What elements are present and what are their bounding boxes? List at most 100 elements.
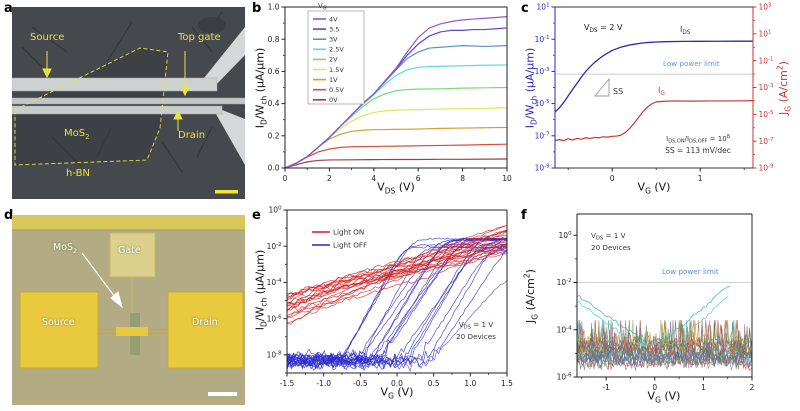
svg-text:-1.0: -1.0 — [316, 379, 331, 388]
source-arrow-icon — [42, 51, 52, 79]
svg-text:20 Devices: 20 Devices — [591, 243, 631, 252]
gate-pad — [109, 232, 156, 278]
svg-text:10-5: 10-5 — [535, 99, 550, 108]
f-y-axis-label: JG (A/cm2) — [522, 269, 540, 323]
c-x-axis-label: VG (V) — [637, 180, 671, 196]
svg-text:0: 0 — [610, 174, 615, 183]
svg-text:IDS,ON/IDS,OFF = 108: IDS,ON/IDS,OFF = 108 — [666, 134, 730, 144]
scale-bar — [208, 392, 237, 396]
panel-letter-d: d — [4, 208, 14, 223]
drain-label: Drain — [178, 130, 206, 141]
top-gate-electrode — [12, 97, 245, 105]
svg-text:-0.5: -0.5 — [353, 379, 368, 388]
svg-text:2: 2 — [750, 383, 755, 392]
channel-contact — [116, 327, 148, 336]
scale-bar — [215, 190, 238, 194]
mos2-d-label: MoS2 — [53, 242, 78, 255]
svg-text:SS = 113 mV/dec: SS = 113 mV/dec — [665, 146, 731, 155]
drain-pad — [167, 291, 244, 369]
svg-text:0.5V: 0.5V — [329, 86, 344, 94]
mos2-label: MoS2 — [64, 128, 90, 141]
e-y-axis-label: ID/Wch (μA/μm) — [253, 249, 269, 331]
mos2-outline — [14, 47, 169, 166]
panel-letter-a: a — [4, 1, 13, 16]
svg-text:10-3: 10-3 — [535, 67, 550, 76]
svg-text:10-3: 10-3 — [759, 83, 774, 92]
svg-text:10-7: 10-7 — [535, 131, 550, 140]
svg-text:Low power limit: Low power limit — [663, 59, 720, 68]
f-x-axis-label: VG (V) — [647, 389, 681, 405]
svg-text:101: 101 — [759, 29, 772, 38]
svg-text:0.0: 0.0 — [268, 164, 280, 173]
svg-text:VG: VG — [318, 2, 327, 12]
svg-text:0.8: 0.8 — [268, 35, 280, 44]
svg-text:Low power limit: Low power limit — [662, 267, 719, 276]
svg-text:10-2: 10-2 — [267, 242, 282, 251]
svg-text:1.5V: 1.5V — [329, 66, 344, 74]
svg-text:10-9: 10-9 — [535, 164, 550, 173]
svg-text:10-2: 10-2 — [557, 278, 572, 287]
top-gate-arrow-icon — [180, 51, 190, 97]
svg-text:-1: -1 — [602, 383, 610, 392]
svg-text:0.4: 0.4 — [268, 99, 280, 108]
source-pad-label: Source — [42, 317, 75, 328]
svg-text:0.6: 0.6 — [268, 67, 280, 76]
svg-text:IDS: IDS — [680, 25, 691, 36]
svg-text:10-4: 10-4 — [267, 278, 282, 287]
svg-text:10-5: 10-5 — [759, 110, 774, 119]
svg-text:10-1: 10-1 — [759, 56, 774, 65]
panel-letter-f: f — [521, 208, 527, 223]
svg-text:2V: 2V — [329, 56, 338, 64]
panel-c-chart: 0 1 101 10-1 10-3 10-5 10-7 10-9 103 101 10-1 10-3 1… — [535, 3, 774, 183]
svg-text:8: 8 — [460, 174, 465, 183]
svg-text:6: 6 — [416, 174, 421, 183]
svg-text:Light ON: Light ON — [333, 227, 364, 236]
top-gate-lead — [204, 27, 245, 91]
svg-text:0: 0 — [283, 174, 288, 183]
panel-letter-e: e — [252, 208, 261, 223]
svg-text:10: 10 — [502, 174, 512, 183]
svg-text:3.5: 3.5 — [329, 25, 339, 33]
svg-text:4V: 4V — [329, 15, 338, 23]
svg-text:10-6: 10-6 — [557, 373, 572, 382]
source-label: Source — [30, 32, 65, 43]
mos2-arrow-icon — [81, 252, 123, 309]
svg-text:1: 1 — [698, 174, 703, 183]
e-x-axis-label: VG (V) — [380, 385, 414, 401]
b-y-axis-label: ID/Wch (μA/μm) — [253, 47, 269, 129]
panel-f-chart: -1 0 1 2 100 10-2 10-4 10-6 VDS = 1 V20 Devices L… — [557, 213, 755, 392]
c-left-y-axis-label: ID/Wch (μA/μm) — [523, 47, 539, 129]
panel-letter-b: b — [252, 1, 262, 16]
svg-text:100: 100 — [269, 206, 283, 215]
svg-text:10-4: 10-4 — [557, 325, 572, 334]
svg-text:2: 2 — [327, 174, 332, 183]
panel-e-chart: -1.5 -1.0 -0.5 0.0 0.5 1.0 1.5 100 10-2 10-4 10-6 1… — [267, 206, 514, 388]
sem-blotch — [198, 17, 226, 33]
svg-text:0.5: 0.5 — [428, 379, 440, 388]
panel-d-optical-image — [12, 215, 245, 405]
svg-text:100: 100 — [559, 231, 573, 240]
svg-text:0: 0 — [652, 383, 657, 392]
svg-text:0V: 0V — [329, 96, 338, 104]
svg-text:103: 103 — [759, 3, 772, 12]
drain-pad-label: Drain — [192, 317, 218, 328]
svg-text:VDS = 2 V: VDS = 2 V — [584, 23, 623, 34]
svg-text:1V: 1V — [329, 76, 338, 84]
svg-text:1: 1 — [701, 383, 706, 392]
svg-text:1.0: 1.0 — [464, 379, 476, 388]
svg-text:10-8: 10-8 — [267, 350, 282, 359]
top-gate-label: Top gate — [178, 32, 221, 43]
svg-text:IG: IG — [658, 86, 665, 97]
svg-text:0.0: 0.0 — [391, 379, 403, 388]
svg-text:2.5V: 2.5V — [329, 46, 344, 54]
svg-text:10-7: 10-7 — [759, 137, 774, 146]
hbn-label: h-BN — [66, 168, 90, 179]
svg-text:1.0: 1.0 — [268, 3, 280, 12]
svg-text:VDS = 1 V: VDS = 1 V — [459, 320, 494, 331]
svg-text:VDS = 1 V: VDS = 1 V — [591, 231, 626, 242]
gate-label: Gate — [118, 245, 141, 256]
drain-lead — [212, 106, 245, 165]
drain-arrow-icon — [173, 109, 183, 131]
c-right-y-axis-label: JG (A/cm2) — [775, 61, 793, 115]
